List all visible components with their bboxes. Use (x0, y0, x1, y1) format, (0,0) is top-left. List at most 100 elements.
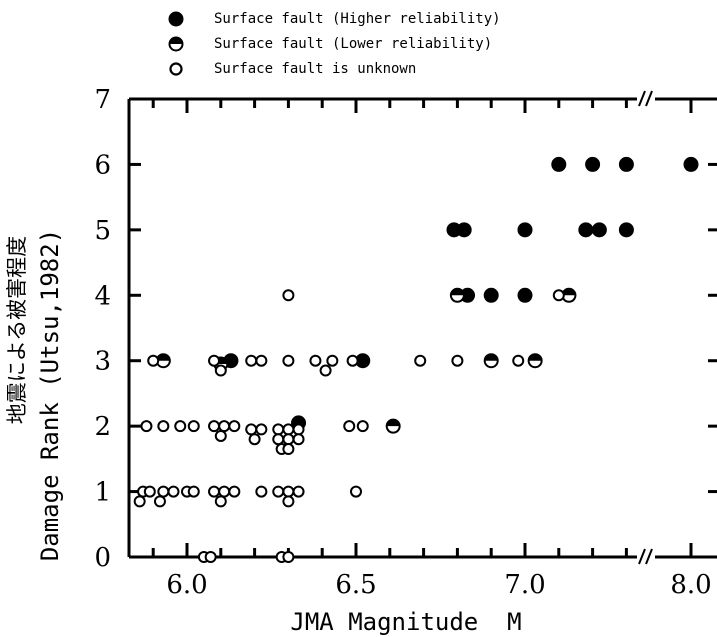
y-tick-label: 1 (94, 478, 111, 508)
data-point-unknown (356, 420, 369, 433)
data-point-unknown (208, 420, 221, 433)
legend-label-lower-reliability: Surface fault (Lower reliability) (214, 36, 492, 52)
legend-marker-open (169, 62, 183, 76)
data-point-higher-reliability (618, 222, 634, 238)
y-axis-title: Damage Rank (Utsu,1982) (36, 229, 64, 561)
data-point-higher-reliability (517, 287, 533, 303)
data-point-unknown (282, 495, 295, 508)
data-point-unknown (282, 354, 295, 367)
data-point-unknown (272, 423, 285, 436)
data-point-unknown (282, 289, 295, 302)
data-point-unknown (218, 420, 231, 433)
data-point-unknown (309, 354, 322, 367)
data-point-lower-reliability-fill (528, 354, 542, 361)
data-point-unknown (272, 485, 285, 498)
data-point-unknown (208, 354, 221, 367)
data-point-unknown (214, 495, 227, 508)
data-point-higher-reliability (456, 222, 472, 238)
data-point-unknown (326, 354, 339, 367)
y-tick-label: 6 (94, 150, 111, 180)
data-point-unknown (319, 364, 332, 377)
data-point-unknown (292, 423, 305, 436)
data-point-unknown (451, 354, 464, 367)
data-point-lower-reliability-fill (450, 288, 464, 296)
data-point-unknown (245, 423, 258, 436)
y-axis-title-japanese: 地震による被害程度 (5, 236, 29, 424)
data-point-unknown (174, 420, 187, 433)
legend-marker-half-fill (169, 37, 183, 44)
x-ticks: 6.0 6.5 7.0 8.0 (151, 99, 712, 600)
y-tick-label: 0 (94, 543, 111, 573)
data-point-unknown (204, 551, 217, 563)
legend-label-higher-reliability: Surface fault (Higher reliability) (214, 11, 501, 27)
x-axis-title: JMA Magnitude M (290, 608, 521, 636)
x-tick-label: 8.0 (670, 570, 711, 600)
legend: Surface fault (Higher reliability) Surfa… (168, 11, 501, 77)
y-tick-label: 3 (94, 347, 111, 377)
data-point-higher-reliability (585, 156, 601, 172)
data-point-unknown (214, 429, 227, 442)
data-point-unknown (282, 485, 295, 498)
data-point-lower-reliability (483, 353, 499, 369)
data-point-unknown (133, 495, 146, 508)
data-point-unknown (248, 433, 261, 446)
x-tick-label: 6.0 (166, 570, 207, 600)
data-point-unknown (255, 354, 268, 367)
data-point-unknown (346, 354, 359, 367)
data-point-lower-reliability (527, 353, 543, 369)
data-point-lower-reliability (385, 418, 401, 434)
data-point-unknown (255, 423, 268, 436)
data-point-unknown (143, 485, 156, 498)
legend-marker-filled (168, 11, 184, 27)
y-ticks: 0 1 2 3 4 5 6 7 (94, 85, 717, 573)
data-point-unknown (214, 364, 227, 377)
data-point-higher-reliability (591, 222, 607, 238)
data-point-unknown (350, 485, 362, 498)
data-point-higher-reliability (517, 222, 533, 238)
data-point-unknown (157, 420, 170, 433)
data-point-lower-reliability-fill (156, 354, 170, 361)
y-tick-label: 2 (94, 412, 111, 442)
data-point-unknown (187, 420, 200, 433)
data-point-higher-reliability (551, 156, 567, 172)
legend-item-higher-reliability: Surface fault (Higher reliability) (168, 11, 501, 27)
axis-break-bottom (638, 548, 653, 565)
legend-label-unknown: Surface fault is unknown (214, 61, 416, 77)
y-tick-label: 4 (94, 281, 111, 311)
axis-break-marks (638, 90, 653, 565)
data-point-unknown (272, 433, 285, 446)
data-point-lower-reliability-fill (562, 288, 576, 296)
data-point-unknown (282, 551, 295, 563)
data-point-unknown (167, 485, 180, 498)
data-point-unknown (512, 354, 525, 367)
legend-item-unknown: Surface fault is unknown (169, 61, 416, 77)
data-point-unknown (153, 495, 166, 508)
data-point-unknown (292, 433, 305, 446)
data-point-lower-reliability-fill (386, 419, 400, 427)
data-point-higher-reliability (618, 156, 634, 172)
x-tick-label: 6.5 (335, 570, 376, 600)
data-point-unknown (282, 423, 295, 436)
data-point-unknown (343, 420, 356, 433)
y-tick-label: 7 (94, 85, 111, 115)
data-point-unknown (282, 433, 295, 446)
x-tick-label: 7.0 (504, 570, 545, 600)
data-point-higher-reliability (683, 156, 699, 172)
data-point-unknown (157, 485, 170, 498)
data-point-lower-reliability (449, 287, 465, 303)
data-point-unknown (552, 289, 565, 302)
data-point-unknown (147, 354, 160, 367)
data-point-unknown (255, 485, 268, 498)
data-point-unknown (282, 443, 295, 456)
data-point-lower-reliability-fill (484, 354, 498, 361)
y-tick-label: 5 (94, 216, 111, 246)
data-point-unknown (187, 485, 200, 498)
legend-item-lower-reliability: Surface fault (Lower reliability) (168, 36, 492, 52)
data-point-higher-reliability (483, 287, 499, 303)
data-point-unknown (218, 485, 231, 498)
data-point-unknown (228, 485, 241, 498)
data-points (133, 156, 699, 563)
data-point-unknown (228, 420, 241, 433)
data-point-unknown (208, 485, 221, 498)
